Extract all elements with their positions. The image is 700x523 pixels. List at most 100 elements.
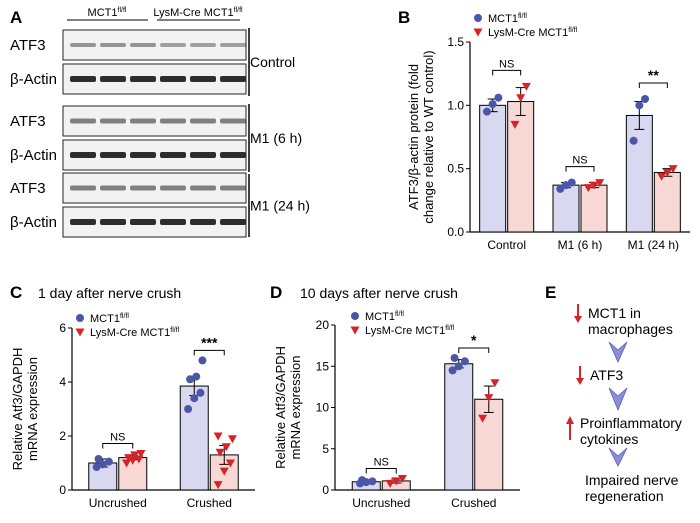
y-tick-label: 10 <box>316 401 330 415</box>
data-point-wt <box>556 184 565 193</box>
data-point-ko <box>521 82 531 91</box>
data-point-wt <box>186 375 195 384</box>
legend-label-ko: LysM-Cre MCT1fl/fl <box>488 27 578 39</box>
x-tick-label: Crushed <box>187 496 232 510</box>
data-point-wt <box>92 463 101 472</box>
data-point-ko <box>213 481 223 490</box>
blot-label-6: β-Actin <box>10 214 57 231</box>
blot-band <box>220 43 246 47</box>
blot-condition-label: M1 (24 h) <box>250 198 310 214</box>
flow-step-4-line2: regeneration <box>585 488 664 504</box>
significance-label: *** <box>201 334 218 350</box>
y-tick-label: 1.5 <box>447 35 464 49</box>
data-point-wt <box>98 460 107 469</box>
blot-band <box>220 219 246 225</box>
blot-group-wt: MCT1fl/fl <box>88 7 127 19</box>
blot-label-5: ATF3 <box>10 180 46 197</box>
significance-bracket <box>458 347 490 353</box>
flow-step-4: Impaired nerve <box>585 472 679 488</box>
data-point-ko <box>391 477 401 486</box>
data-point-wt <box>368 477 377 486</box>
blot-band <box>160 219 186 225</box>
blot-band <box>100 43 126 47</box>
legend-label-wt: MCT1fl/fl <box>90 313 129 325</box>
significance-bracket <box>638 82 668 88</box>
blot-band <box>130 118 156 124</box>
bar-ko <box>474 398 504 491</box>
legend-marker-ko <box>350 326 360 335</box>
bar-wt <box>479 104 507 233</box>
blot-band <box>220 76 246 82</box>
significance-label: NS <box>374 456 389 468</box>
blot-band <box>70 185 96 191</box>
flow-chevron-icon <box>608 341 628 363</box>
y-tick-label: 15 <box>316 359 330 373</box>
blot-band <box>160 118 186 124</box>
data-point-ko <box>227 435 237 444</box>
blot-band <box>190 219 216 225</box>
y-axis-title-line: ATF3/β-actin protein (fold <box>406 64 421 210</box>
blot-condition-label: M1 (6 h) <box>250 130 302 146</box>
data-point-ko <box>397 474 407 483</box>
data-point-wt <box>196 388 205 397</box>
y-axis-title-line: Relative Atf3/GAPDH <box>10 348 25 471</box>
y-tick-label: 2 <box>59 429 66 443</box>
chart-title: 1 day after nerve crush <box>38 285 181 301</box>
flow-step-2: ATF3 <box>590 367 623 383</box>
significance-label: NS <box>572 155 587 167</box>
data-point-wt <box>358 476 367 485</box>
data-point-ko <box>124 454 134 463</box>
data-point-wt <box>488 100 497 109</box>
flow-chevron-icon <box>608 447 628 467</box>
flow-step-3: Proinflammatory <box>580 415 682 431</box>
data-point-ko <box>219 467 229 476</box>
data-point-wt <box>192 372 201 381</box>
blot-band <box>100 219 126 225</box>
blot-condition-label: Control <box>250 54 295 70</box>
panel-label-d: D <box>270 283 282 302</box>
y-tick-label: 5 <box>322 442 329 456</box>
significance-label: * <box>471 332 477 348</box>
blot-band <box>160 185 186 191</box>
legend-marker-ko <box>75 328 85 337</box>
flow-chevron-icon <box>608 387 628 412</box>
chart-title: 10 days after nerve crush <box>300 285 458 301</box>
down-arrow-icon <box>576 378 584 385</box>
x-tick-label: Control <box>487 238 526 252</box>
flow-step-1-line2: macrophages <box>588 321 673 337</box>
x-tick-label: Crushed <box>451 496 496 510</box>
blot-band <box>190 43 216 47</box>
blot-band <box>130 219 156 225</box>
legend-marker-wt <box>76 314 84 322</box>
legend-label-wt: MCT1fl/fl <box>488 13 527 25</box>
legend-marker-wt <box>351 312 359 320</box>
data-point-ko <box>130 451 140 460</box>
data-point-wt <box>104 457 113 466</box>
blot-label-1: ATF3 <box>10 37 46 54</box>
data-point-ko <box>478 414 488 423</box>
y-tick-label: 0.0 <box>447 225 464 239</box>
y-tick-label: 1.0 <box>447 98 464 112</box>
blot-row-1 <box>62 29 247 61</box>
blot-band <box>100 76 126 82</box>
data-point-ko <box>215 448 225 457</box>
blot-band <box>220 118 246 124</box>
blot-group-ko: LysM-Cre MCT1fl/fl <box>153 7 243 19</box>
bar-wt <box>625 114 653 233</box>
significance-label: NS <box>499 58 514 70</box>
significance-bracket <box>102 443 134 449</box>
significance-label: NS <box>110 432 125 444</box>
data-point-ko <box>221 443 231 452</box>
data-point-wt <box>454 362 463 371</box>
significance-bracket <box>492 69 522 76</box>
legend-label-ko: LysM-Cre MCT1fl/fl <box>90 327 180 339</box>
data-point-ko <box>583 184 593 193</box>
data-point-ko <box>662 168 672 177</box>
bar-ko <box>653 171 681 233</box>
data-point-ko <box>510 120 520 129</box>
blot-band <box>220 185 246 191</box>
bar-ko <box>580 184 608 233</box>
blot-band <box>190 76 216 82</box>
bar-wt <box>444 363 474 491</box>
